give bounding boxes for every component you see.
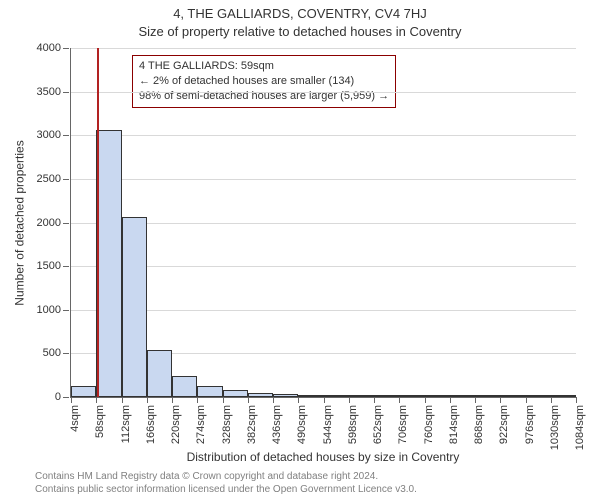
x-tick bbox=[349, 397, 350, 403]
histogram-bar bbox=[500, 395, 525, 397]
y-tick-label: 3500 bbox=[37, 86, 61, 98]
histogram-bar bbox=[475, 395, 500, 397]
x-tick bbox=[273, 397, 274, 403]
footer-attribution: Contains HM Land Registry data © Crown c… bbox=[35, 471, 417, 496]
y-tick bbox=[63, 92, 69, 93]
x-tick-label: 544sqm bbox=[322, 405, 334, 444]
subject-marker-line bbox=[97, 48, 99, 397]
x-tick-label: 868sqm bbox=[473, 405, 485, 444]
x-tick-label: 436sqm bbox=[271, 405, 283, 444]
x-tick-label: 4sqm bbox=[69, 405, 81, 432]
histogram-bar bbox=[450, 395, 475, 397]
x-tick bbox=[551, 397, 552, 403]
gridline bbox=[71, 92, 576, 93]
x-tick bbox=[450, 397, 451, 403]
x-tick-label: 814sqm bbox=[448, 405, 460, 444]
annotation-line-1: 4 THE GALLIARDS: 59sqm bbox=[139, 59, 389, 74]
y-tick bbox=[63, 135, 69, 136]
y-tick-label: 3000 bbox=[37, 129, 61, 141]
y-tick bbox=[63, 353, 69, 354]
x-tick bbox=[122, 397, 123, 403]
x-axis-title: Distribution of detached houses by size … bbox=[70, 450, 576, 464]
x-tick-label: 976sqm bbox=[524, 405, 536, 444]
histogram-bar bbox=[399, 395, 424, 397]
y-axis-title: Number of detached properties bbox=[12, 48, 28, 398]
histogram-bar bbox=[551, 395, 576, 397]
x-tick-label: 1084sqm bbox=[574, 405, 586, 450]
histogram-bar bbox=[324, 395, 349, 397]
x-tick bbox=[248, 397, 249, 403]
histogram-bar bbox=[298, 395, 323, 397]
y-tick-label: 1500 bbox=[37, 260, 61, 272]
x-tick-label: 652sqm bbox=[372, 405, 384, 444]
x-tick bbox=[223, 397, 224, 403]
page-title-2: Size of property relative to detached ho… bbox=[0, 24, 600, 39]
x-tick bbox=[526, 397, 527, 403]
y-tick-label: 500 bbox=[43, 347, 61, 359]
gridline bbox=[71, 223, 576, 224]
x-tick-label: 760sqm bbox=[423, 405, 435, 444]
x-tick bbox=[147, 397, 148, 403]
gridline bbox=[71, 48, 576, 49]
x-tick-label: 1030sqm bbox=[549, 405, 561, 450]
x-tick-label: 58sqm bbox=[94, 405, 106, 438]
x-tick bbox=[576, 397, 577, 403]
y-tick-label: 1000 bbox=[37, 304, 61, 316]
gridline bbox=[71, 135, 576, 136]
gridline bbox=[71, 266, 576, 267]
y-tick-label: 0 bbox=[55, 391, 61, 403]
x-tick-label: 706sqm bbox=[397, 405, 409, 444]
histogram-bar bbox=[374, 395, 399, 397]
histogram-bar bbox=[425, 395, 450, 397]
x-tick bbox=[172, 397, 173, 403]
y-tick-label: 4000 bbox=[37, 42, 61, 54]
histogram-bar bbox=[526, 395, 551, 397]
y-tick bbox=[63, 310, 69, 311]
x-tick bbox=[425, 397, 426, 403]
gridline bbox=[71, 179, 576, 180]
gridline bbox=[71, 310, 576, 311]
x-tick-label: 112sqm bbox=[120, 405, 132, 443]
x-tick bbox=[197, 397, 198, 403]
histogram-bar bbox=[96, 130, 121, 397]
x-tick bbox=[475, 397, 476, 403]
x-tick bbox=[96, 397, 97, 403]
y-tick bbox=[63, 397, 69, 398]
histogram-bar bbox=[273, 394, 298, 397]
histogram-bar bbox=[248, 393, 273, 397]
x-tick bbox=[399, 397, 400, 403]
y-tick bbox=[63, 48, 69, 49]
x-tick bbox=[324, 397, 325, 403]
y-tick bbox=[63, 266, 69, 267]
histogram-bar bbox=[147, 350, 172, 397]
x-tick bbox=[298, 397, 299, 403]
histogram-bar bbox=[172, 376, 197, 397]
histogram-bar bbox=[71, 386, 96, 397]
histogram-bar bbox=[349, 395, 374, 397]
annotation-box: 4 THE GALLIARDS: 59sqm ← 2% of detached … bbox=[132, 55, 396, 108]
x-tick bbox=[500, 397, 501, 403]
x-tick-label: 166sqm bbox=[145, 405, 157, 444]
x-tick-label: 490sqm bbox=[296, 405, 308, 444]
histogram-bar bbox=[122, 217, 147, 397]
y-tick-label: 2000 bbox=[37, 217, 61, 229]
y-tick bbox=[63, 179, 69, 180]
histogram-plot: 4 THE GALLIARDS: 59sqm ← 2% of detached … bbox=[70, 48, 576, 398]
page-title-1: 4, THE GALLIARDS, COVENTRY, CV4 7HJ bbox=[0, 6, 600, 21]
histogram-bar bbox=[197, 386, 222, 397]
annotation-line-2: ← 2% of detached houses are smaller (134… bbox=[139, 74, 389, 89]
x-tick-label: 328sqm bbox=[221, 405, 233, 444]
y-tick bbox=[63, 223, 69, 224]
x-tick-label: 220sqm bbox=[170, 405, 182, 444]
x-tick-label: 382sqm bbox=[246, 405, 258, 444]
x-tick bbox=[374, 397, 375, 403]
histogram-bar bbox=[223, 390, 248, 397]
x-tick-label: 922sqm bbox=[498, 405, 510, 444]
x-tick bbox=[71, 397, 72, 403]
x-tick-label: 274sqm bbox=[195, 405, 207, 444]
x-tick-label: 598sqm bbox=[347, 405, 359, 444]
y-tick-label: 2500 bbox=[37, 173, 61, 185]
